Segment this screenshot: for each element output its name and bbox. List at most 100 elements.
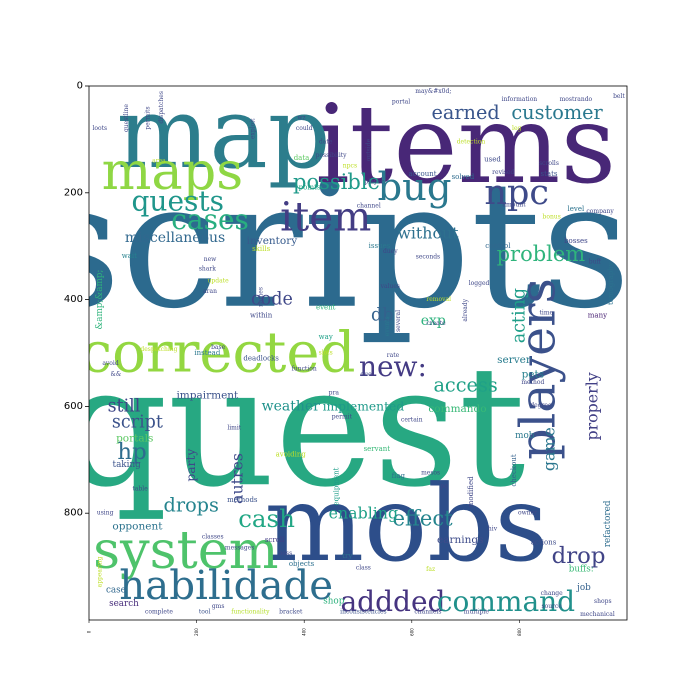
y-tick-label-2: 400 (64, 294, 83, 305)
word-41: implemented (323, 399, 405, 413)
word-56: job (576, 583, 591, 593)
x-tick-label-3: 600 (409, 628, 414, 636)
word-67: data (294, 154, 310, 162)
word-107: slots (319, 350, 333, 357)
word-122: && (111, 371, 122, 378)
word-2: items (315, 81, 616, 208)
word-36: weather (262, 398, 321, 414)
word-118: names (258, 287, 265, 307)
word-106: rate (387, 352, 400, 359)
word-3: mobs (264, 463, 548, 585)
word-20: problem (497, 242, 586, 266)
word-165: buff (589, 259, 602, 266)
word-70: account (409, 170, 437, 178)
word-35: enabling (329, 504, 398, 523)
word-156: mostrando (560, 96, 593, 103)
word-49: commando (428, 403, 486, 415)
word-33: without (397, 223, 459, 242)
word-119: new (204, 256, 217, 263)
word-140: change (541, 590, 564, 597)
word-21: effect (393, 507, 454, 531)
word-66: points (299, 183, 321, 191)
word-115: time (540, 309, 554, 316)
word-87: actions (531, 539, 557, 547)
word-88: bracket (279, 608, 303, 615)
word-79: equipment (332, 467, 340, 505)
word-0: scripts (31, 145, 631, 348)
word-149: possibility (316, 152, 348, 159)
word-125: &amp;&amp; (95, 270, 105, 330)
word-152: player (365, 179, 384, 186)
word-40: exp (421, 313, 446, 329)
word-138: gms (212, 603, 225, 610)
word-146: wz (297, 115, 305, 122)
word-44: inventory (247, 235, 298, 247)
word-123: despatching (140, 346, 177, 353)
word-39: game (539, 427, 558, 471)
word-108: events (384, 316, 391, 336)
word-55: shop (323, 596, 344, 606)
word-130: owner (518, 510, 537, 517)
word-12: npc (484, 173, 549, 213)
word-154: may&#x0d; (415, 88, 451, 95)
words-layer: scriptsquestitemsmobsmapcorrectedsystemm… (31, 81, 631, 618)
word-113: create (426, 320, 446, 327)
word-9: habilidade (119, 562, 333, 609)
word-92: inconsistencies (340, 608, 386, 615)
word-164: company (586, 208, 614, 215)
word-112: values (380, 283, 400, 290)
word-23: earned (431, 101, 499, 124)
word-61: issues (369, 242, 391, 250)
word-166: area (152, 157, 166, 164)
word-103: certain (401, 416, 423, 423)
word-168: duey (383, 248, 398, 255)
word-65: bosses (564, 237, 588, 245)
word-139: faz (426, 566, 435, 573)
word-163: bonus (543, 213, 561, 220)
word-131: hiv (488, 526, 498, 533)
word-81: checkout (510, 454, 518, 486)
word-57: buffs: (569, 564, 594, 574)
word-45: pets (522, 368, 545, 380)
x-tick-label-1: 200 (194, 628, 199, 636)
word-117: aran (203, 288, 217, 295)
word-29: script (112, 412, 163, 432)
word-104: degree (530, 402, 552, 409)
word-94: multiple (464, 608, 490, 615)
word-133: using (97, 510, 114, 517)
word-31: db (371, 306, 393, 326)
word-73: way (319, 333, 333, 341)
word-95: shops (594, 598, 611, 605)
word-85: objects (289, 560, 315, 568)
word-116: update (208, 277, 230, 284)
word-148: date (319, 139, 333, 146)
word-7: maps (102, 141, 244, 202)
word-38: autres (227, 453, 246, 504)
word-77: wait (122, 252, 137, 260)
word-110: already (462, 298, 469, 321)
word-71: used (484, 156, 501, 164)
word-100: due (360, 371, 372, 378)
word-52: opponent (112, 521, 163, 533)
word-75: deadlocks (243, 354, 279, 362)
word-54: case (106, 586, 126, 596)
word-15: quests (132, 184, 225, 217)
word-58: refactored (603, 500, 613, 547)
word-99: class (356, 565, 371, 572)
word-153: portal (392, 99, 410, 106)
word-102: permit (332, 414, 353, 421)
word-28: still (108, 396, 141, 416)
word-22: drop (552, 543, 606, 569)
axes-frame (88, 85, 628, 621)
word-82: servant (364, 445, 391, 453)
word-98: boss (279, 550, 293, 557)
word-30: acting (509, 288, 529, 343)
word-8: players (510, 278, 567, 460)
word-105: method (521, 379, 544, 386)
word-83: methods (227, 496, 258, 504)
word-24: customer (511, 101, 603, 124)
word-1: quest (61, 331, 525, 524)
word-64: many (588, 312, 607, 320)
